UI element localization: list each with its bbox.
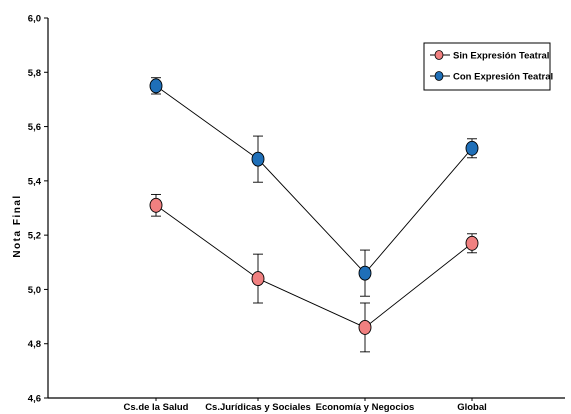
legend: Sin Expresión Teatral Con Expresión Teatr… <box>423 42 553 91</box>
y-ticks: 4,6 4,8 5,0 5,2 5,4 5,6 5,8 6,0 <box>28 14 48 405</box>
y-tick-label: 4,8 <box>28 339 41 350</box>
y-tick-label: 5,8 <box>28 68 41 79</box>
series-line <box>155 204 473 328</box>
data-point <box>149 78 163 94</box>
y-tick-label: 4,6 <box>28 394 41 405</box>
y-tick-label: 5,6 <box>28 122 41 133</box>
data-point <box>465 235 479 251</box>
legend-box <box>423 42 551 91</box>
x-category-label: Cs.de la Salud <box>124 402 189 413</box>
data-point <box>465 140 479 156</box>
x-category-label: Cs.Jurídicas y Sociales <box>205 402 311 413</box>
series-line <box>155 85 473 274</box>
y-tick-label: 5,2 <box>28 231 41 242</box>
y-tick-label: 6,0 <box>28 14 41 25</box>
data-point <box>251 271 265 287</box>
data-point <box>251 151 265 167</box>
y-axis-title: Nota Final <box>12 194 23 257</box>
x-category-label: Economía y Negocios <box>316 402 415 413</box>
legend-marker <box>434 50 444 60</box>
series-1 <box>149 193 479 353</box>
legend-marker <box>434 71 444 81</box>
y-tick-label: 5,0 <box>28 285 41 296</box>
series-layer <box>149 77 479 353</box>
x-category-label: Global <box>457 402 487 413</box>
series-2 <box>149 77 479 297</box>
data-point <box>149 197 163 213</box>
x-categories: Cs.de la Salud Cs.Jurídicas y Sociales Eco… <box>124 398 487 413</box>
legend-label: Sin Expresión Teatral <box>453 51 549 62</box>
data-point <box>358 265 372 281</box>
y-tick-label: 5,4 <box>28 176 42 187</box>
data-point <box>358 319 372 335</box>
axes <box>47 18 565 399</box>
legend-label: Con Expresión Teatral <box>453 72 553 83</box>
